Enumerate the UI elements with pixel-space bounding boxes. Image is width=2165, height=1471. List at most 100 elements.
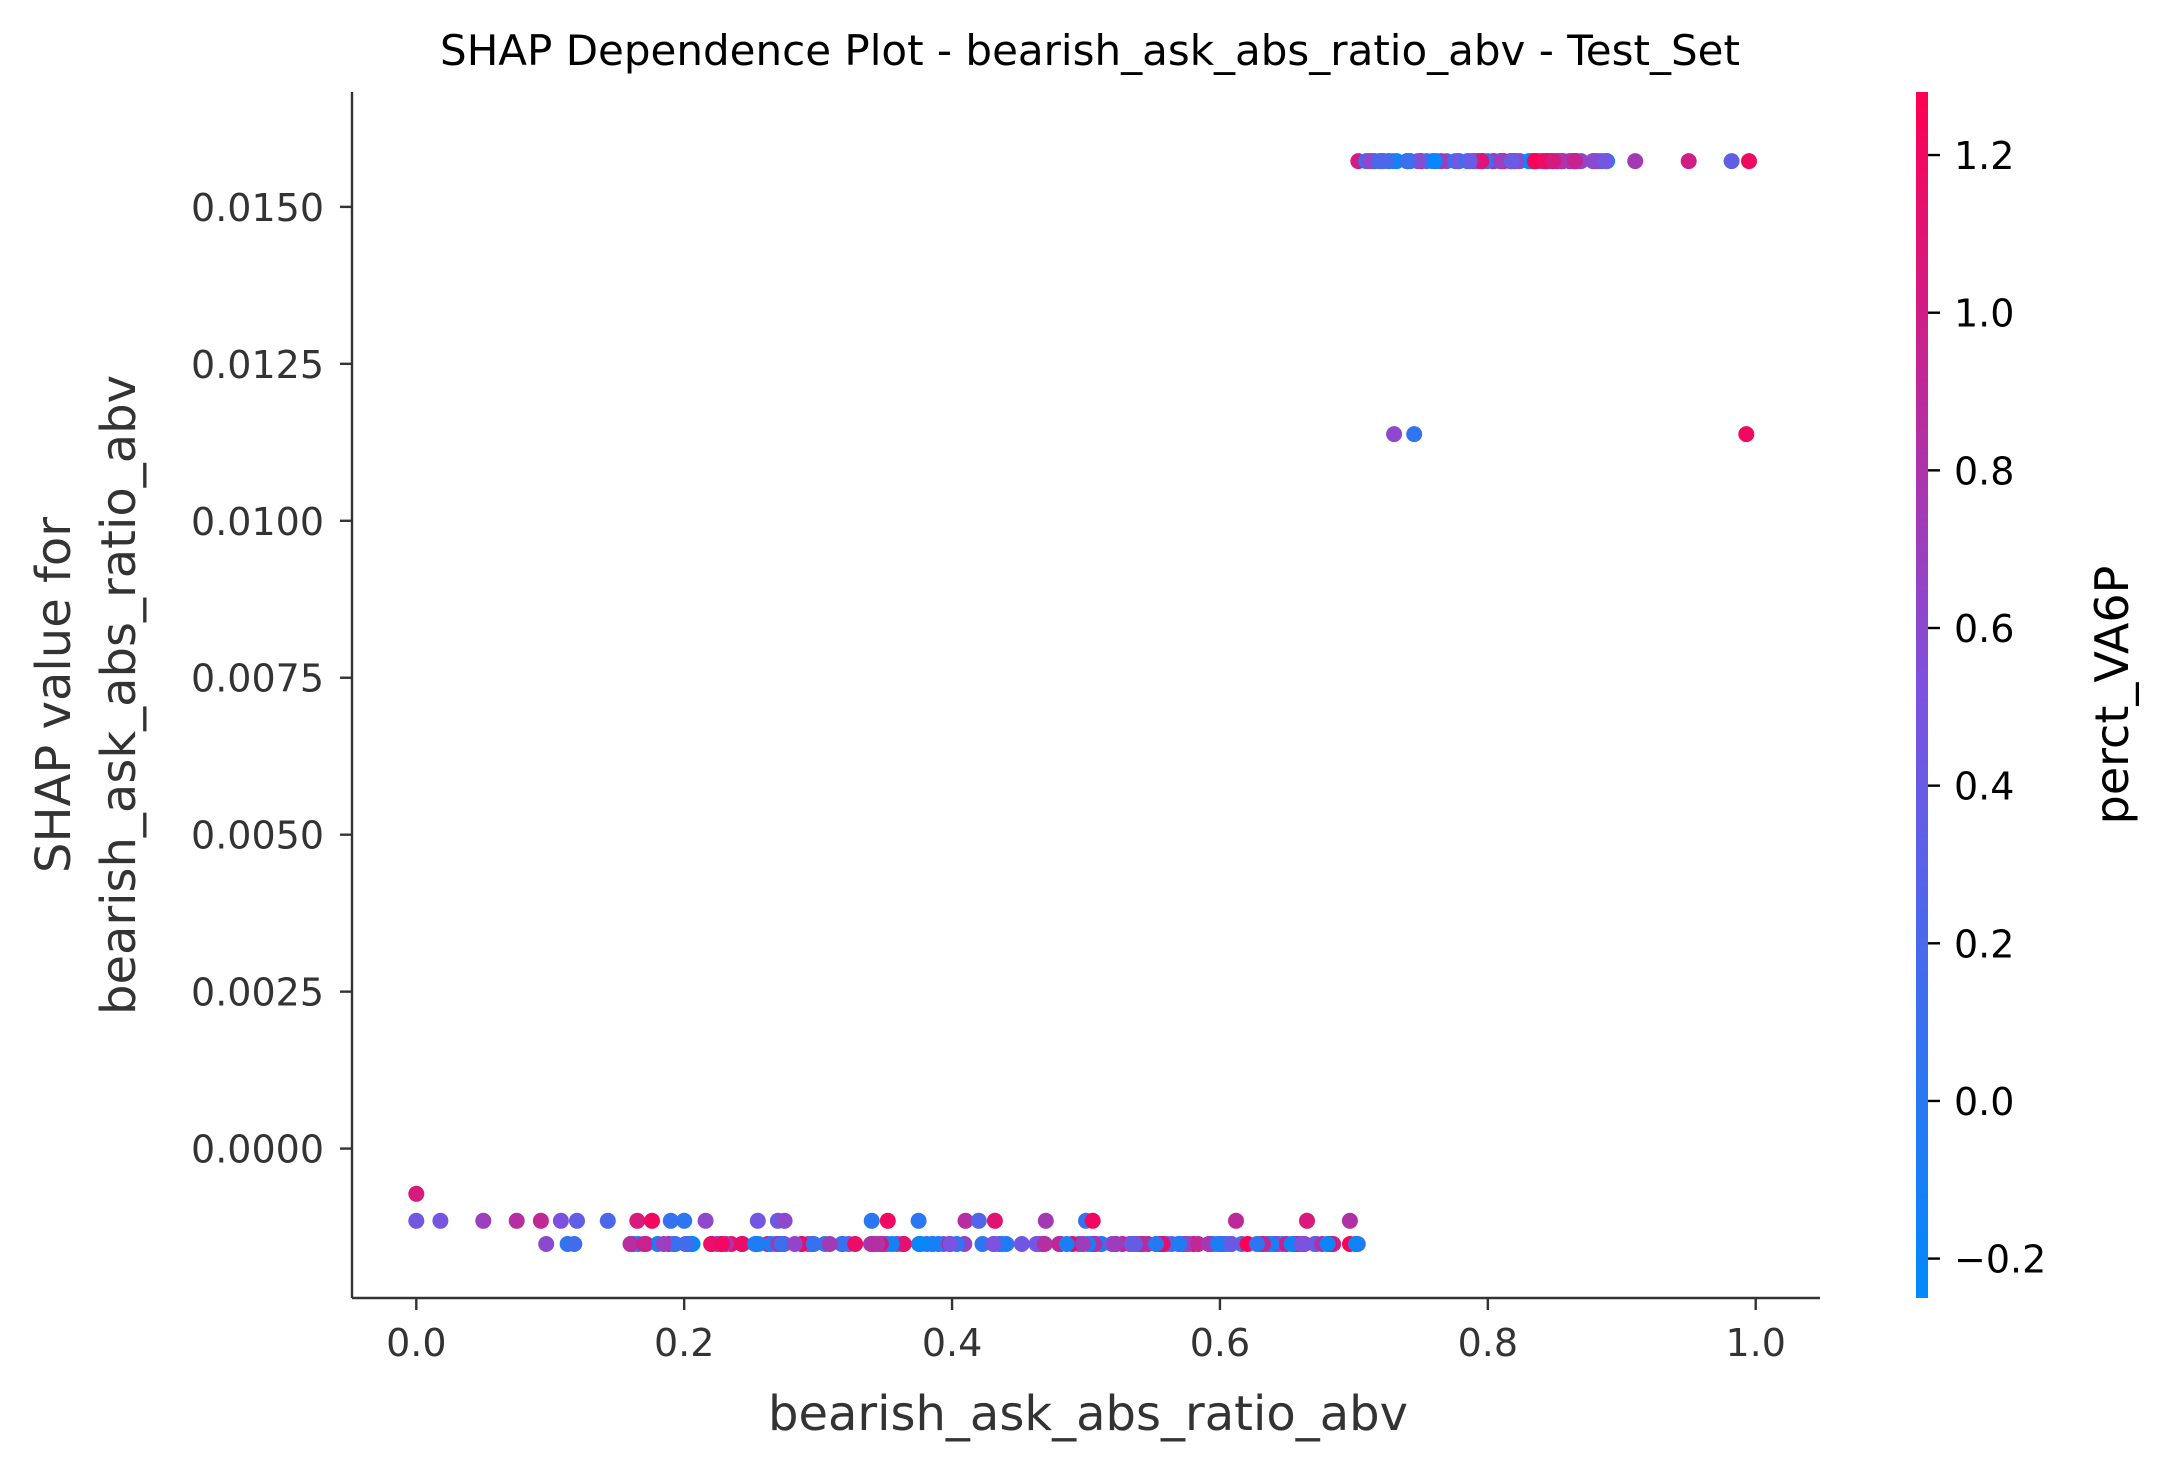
- x-axis-label: bearish_ask_abs_ratio_abv: [768, 1386, 1408, 1442]
- scatter-point: [1386, 426, 1403, 443]
- scatter-point: [1037, 1212, 1054, 1229]
- scatter-point: [776, 1212, 793, 1229]
- scatter-point: [924, 1236, 941, 1252]
- scatter-point: [786, 1236, 803, 1252]
- scatter-point: [883, 1236, 900, 1252]
- scatter-point: [1223, 1236, 1240, 1252]
- scatter-point: [676, 1212, 693, 1229]
- scatter-point: [910, 1212, 927, 1229]
- scatter-point: [863, 1212, 880, 1229]
- scatter-point: [1627, 153, 1644, 170]
- x-tick-label: 0.4: [922, 1321, 982, 1365]
- scatter-point: [970, 1212, 987, 1229]
- scatter-point: [1426, 153, 1443, 170]
- scatter-point: [1210, 1236, 1226, 1252]
- scatter-points: [408, 153, 1757, 1252]
- scatter-point: [532, 1212, 549, 1229]
- x-tick-label: 0.0: [386, 1321, 446, 1365]
- y-tick-label: 0.0125: [191, 343, 324, 387]
- colorbar-ticks: −0.2 0.0 0.2 0.4 0.6 0.8 1.0 1.2: [1928, 134, 2046, 1282]
- y-tick-label: 0.0025: [191, 971, 324, 1015]
- scatter-point: [475, 1212, 492, 1229]
- y-tick-label: 0.0075: [191, 657, 324, 701]
- scatter-point: [942, 1236, 959, 1252]
- y-tick-label: 0.0100: [191, 500, 324, 544]
- scatter-point: [552, 1212, 569, 1229]
- x-axis-ticks: 0.0 0.2 0.4 0.6 0.8 1.0: [386, 1298, 1786, 1365]
- scatter-point: [749, 1212, 766, 1229]
- scatter-point: [1473, 153, 1490, 170]
- y-axis-label-line1: SHAP value for: [26, 517, 82, 873]
- scatter-point: [569, 1212, 585, 1229]
- scatter-point: [1319, 1236, 1336, 1252]
- scatter-point: [697, 1212, 714, 1229]
- scatter-point: [985, 1236, 1002, 1252]
- scatter-point: [986, 1212, 1003, 1229]
- scatter-point: [714, 1236, 730, 1252]
- scatter-point: [644, 1212, 660, 1229]
- colorbar-tick-label: 1.0: [1954, 292, 2014, 336]
- scatter-point: [1371, 153, 1388, 170]
- scatter-point: [1597, 153, 1614, 170]
- scatter-point: [1058, 1236, 1075, 1252]
- x-tick-label: 0.2: [654, 1321, 714, 1365]
- y-tick-label: 0.0000: [191, 1128, 324, 1172]
- y-axis-label-line2: bearish_ask_abs_ratio_abv: [91, 375, 147, 1015]
- scatter-point: [1228, 1212, 1244, 1229]
- colorbar-label: perct_VA6P: [2085, 566, 2139, 825]
- scatter-point: [408, 1212, 425, 1229]
- scatter-point: [1126, 1236, 1143, 1252]
- scatter-point: [733, 1236, 750, 1252]
- colorbar: −0.2 0.0 0.2 0.4 0.6 0.8 1.0 1.2 perct_VA6P: [1916, 92, 2139, 1298]
- y-axis-ticks: 0.0000 0.0025 0.0050 0.0075 0.0100 0.0125 0.01…: [191, 186, 352, 1172]
- scatter-point: [1084, 1212, 1101, 1229]
- y-axis-label: SHAP value for bearish_ask_abs_ratio_abv: [26, 375, 147, 1015]
- scatter-point: [662, 1212, 679, 1229]
- scatter-point: [599, 1212, 616, 1229]
- scatter-point: [1013, 1236, 1030, 1252]
- scatter-point: [750, 1236, 767, 1252]
- scatter-point: [805, 1236, 822, 1252]
- scatter-point: [678, 1236, 695, 1252]
- y-tick-label: 0.0150: [191, 186, 324, 230]
- colorbar-gradient: [1916, 92, 1928, 1298]
- scatter-point: [835, 1236, 851, 1252]
- scatter-point: [1741, 153, 1757, 170]
- scatter-point: [1170, 1236, 1187, 1252]
- scatter-point: [1503, 153, 1520, 170]
- scatter-point: [655, 1236, 672, 1252]
- x-tick-label: 1.0: [1725, 1321, 1785, 1365]
- scatter-point: [864, 1236, 881, 1252]
- scatter-point: [566, 1236, 583, 1252]
- scatter-point: [1566, 153, 1583, 170]
- scatter-point: [622, 1236, 639, 1252]
- scatter-point: [1075, 1236, 1092, 1252]
- scatter-point: [538, 1236, 555, 1252]
- plot-area: 0.0 0.2 0.4 0.6 0.8 1.0 0.00000.00250.00500.0…: [191, 92, 1820, 1365]
- scatter-point: [629, 1212, 646, 1229]
- scatter-point: [432, 1212, 449, 1229]
- scatter-point: [1723, 153, 1740, 170]
- scatter-point: [773, 1236, 790, 1252]
- colorbar-tick-label: −0.2: [1954, 1238, 2046, 1282]
- scatter-point: [1461, 153, 1478, 170]
- scatter-point: [912, 1236, 929, 1252]
- scatter-point: [1406, 426, 1423, 443]
- scatter-point: [895, 1236, 912, 1252]
- scatter-point: [1299, 1212, 1315, 1229]
- x-tick-label: 0.6: [1190, 1321, 1250, 1365]
- y-tick-label: 0.0050: [191, 814, 324, 858]
- scatter-point: [508, 1212, 525, 1229]
- colorbar-tick-label: 0.2: [1954, 922, 2014, 966]
- chart-title: SHAP Dependence Plot - bearish_ask_abs_r…: [440, 26, 1740, 75]
- scatter-point: [1148, 1236, 1164, 1252]
- scatter-point: [1348, 1236, 1365, 1252]
- scatter-point: [1738, 426, 1755, 443]
- scatter-point: [636, 1236, 652, 1252]
- scatter-point: [1545, 153, 1562, 170]
- scatter-point: [1399, 153, 1416, 170]
- colorbar-tick-label: 0.0: [1954, 1080, 2014, 1124]
- scatter-point: [667, 1236, 684, 1252]
- scatter-point: [821, 1236, 838, 1252]
